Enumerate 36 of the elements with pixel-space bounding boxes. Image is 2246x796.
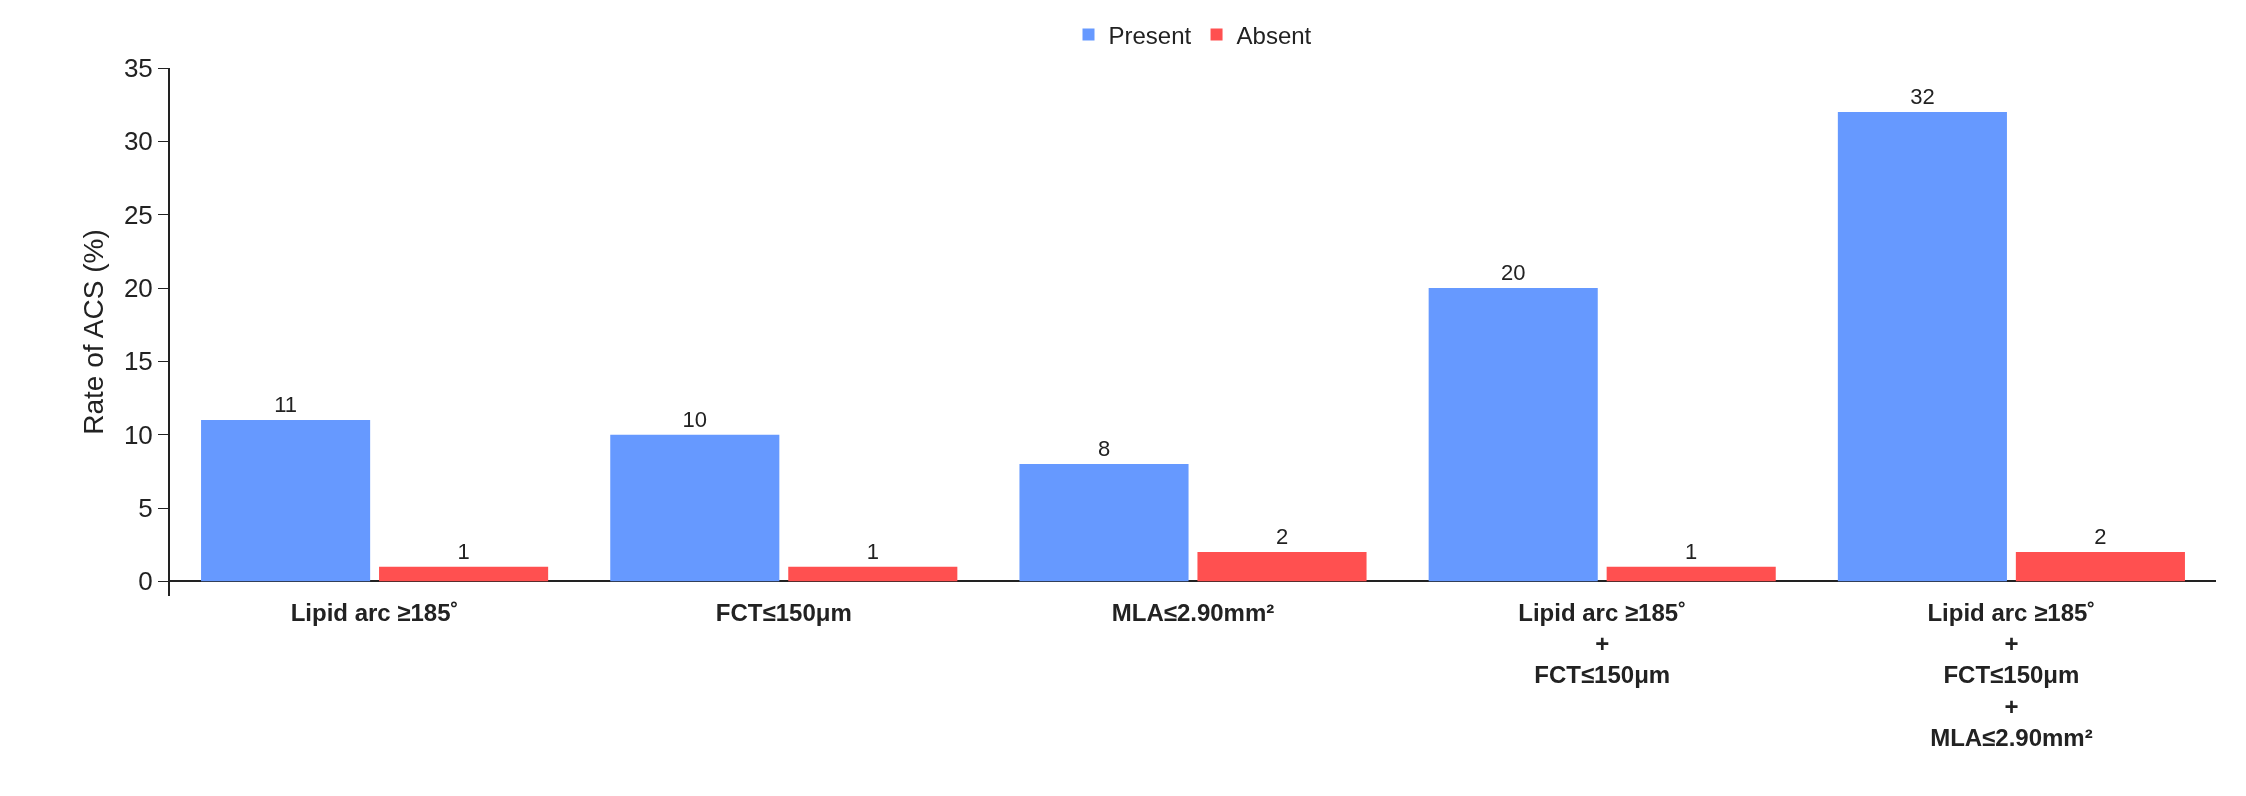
y-axis-title: Rate of ACS (%) <box>78 229 109 435</box>
x-tick-label: Lipid arc ≥185˚ + FCT≤150μm <box>1518 599 1687 689</box>
data-label: 2 <box>2094 524 2107 549</box>
x-tick-label: Lipid arc ≥185˚ + FCT≤150μm + MLA≤2.90mm² <box>1927 599 2096 751</box>
y-tick-label: 30 <box>123 126 153 157</box>
data-label: 1 <box>866 538 879 564</box>
bar <box>2015 552 2185 582</box>
y-tick-label: 15 <box>123 346 153 377</box>
data-label: 32 <box>1910 84 1935 109</box>
bar <box>1019 464 1189 582</box>
y-tick-label: 5 <box>138 493 153 524</box>
bar <box>788 566 958 582</box>
legend-label: Absent <box>1236 21 1312 49</box>
data-label: 20 <box>1500 260 1526 285</box>
data-label: 1 <box>1685 538 1698 564</box>
y-tick-label: 20 <box>123 273 153 304</box>
x-tick-label: MLA≤2.90mm² <box>1111 599 1275 626</box>
data-label: 1 <box>457 538 470 564</box>
bar <box>1197 552 1367 582</box>
bar <box>610 434 780 582</box>
y-tick-label: 25 <box>123 199 153 230</box>
y-tick-label: 35 <box>123 53 153 84</box>
x-tick-label: Lipid arc ≥185˚ <box>290 599 459 626</box>
y-tick-label: 10 <box>123 419 153 450</box>
x-tick-label: FCT≤150μm <box>715 599 852 626</box>
data-label: 10 <box>682 406 708 432</box>
data-label: 8 <box>1097 436 1111 461</box>
data-label: 11 <box>274 392 298 417</box>
bar <box>1837 112 2007 582</box>
bar <box>1428 288 1598 582</box>
y-tick-label: 0 <box>138 566 153 597</box>
bar <box>379 566 549 582</box>
bar <box>201 420 371 582</box>
bar <box>1606 566 1776 582</box>
legend-label: Present <box>1108 21 1192 49</box>
data-label: 2 <box>1275 524 1289 549</box>
